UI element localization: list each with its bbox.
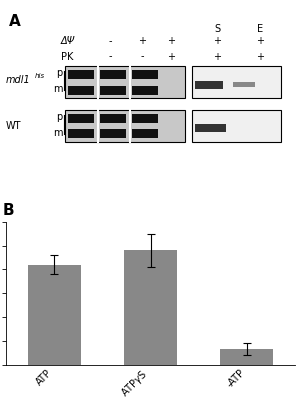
Text: B: B bbox=[3, 203, 15, 218]
Bar bbox=[220, 349, 273, 365]
Text: +: + bbox=[167, 36, 175, 46]
Bar bbox=[100, 70, 126, 79]
Bar bbox=[195, 124, 226, 132]
Bar bbox=[68, 114, 94, 123]
Text: p: p bbox=[56, 68, 62, 78]
Text: S: S bbox=[214, 23, 220, 34]
Text: m: m bbox=[53, 84, 62, 94]
Text: PK: PK bbox=[61, 52, 73, 62]
Bar bbox=[132, 85, 158, 95]
Bar bbox=[28, 265, 81, 365]
Bar bbox=[195, 81, 223, 89]
Text: E: E bbox=[257, 23, 263, 34]
Bar bbox=[65, 110, 185, 142]
Bar bbox=[100, 85, 126, 95]
Bar bbox=[233, 82, 255, 87]
Text: mdl1: mdl1 bbox=[6, 75, 31, 85]
Bar bbox=[100, 129, 126, 138]
Bar bbox=[132, 129, 158, 138]
Bar bbox=[132, 114, 158, 123]
Text: +: + bbox=[213, 52, 221, 62]
Bar bbox=[68, 129, 94, 138]
Text: +: + bbox=[213, 36, 221, 46]
Bar bbox=[132, 70, 158, 79]
Text: -: - bbox=[108, 36, 112, 46]
Bar bbox=[68, 70, 94, 79]
Bar bbox=[124, 251, 177, 365]
Bar bbox=[192, 66, 281, 98]
Text: +: + bbox=[256, 36, 264, 46]
Text: -: - bbox=[108, 52, 112, 62]
Text: his: his bbox=[35, 73, 45, 79]
Text: ΔΨ: ΔΨ bbox=[61, 36, 75, 46]
Text: m: m bbox=[53, 128, 62, 137]
Bar bbox=[68, 85, 94, 95]
Text: +: + bbox=[138, 36, 146, 46]
Text: A: A bbox=[9, 14, 21, 29]
Text: -: - bbox=[140, 52, 144, 62]
Bar bbox=[192, 110, 281, 142]
Bar bbox=[65, 66, 185, 98]
Text: p: p bbox=[56, 112, 62, 122]
Text: +: + bbox=[167, 52, 175, 62]
Bar bbox=[100, 114, 126, 123]
Text: WT: WT bbox=[6, 121, 21, 131]
Text: +: + bbox=[256, 52, 264, 62]
